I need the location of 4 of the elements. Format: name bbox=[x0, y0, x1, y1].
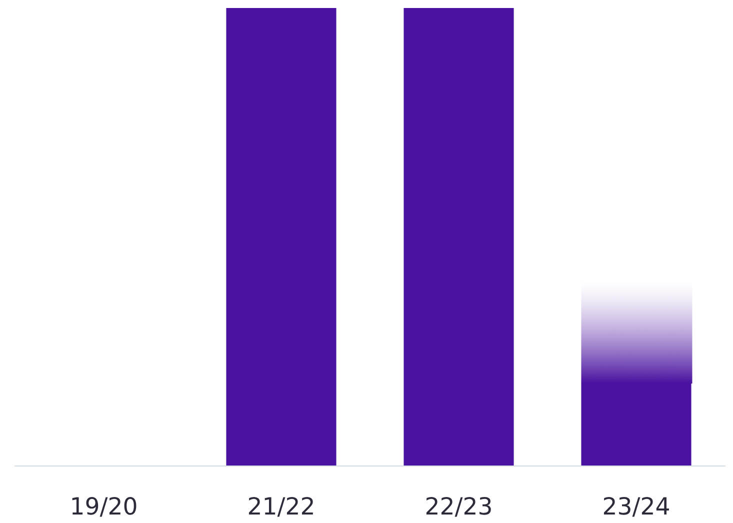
x-tick-label: 22/23 bbox=[426, 496, 491, 517]
x-tick-label: 21/22 bbox=[248, 496, 313, 517]
x-tick-label: 19/20 bbox=[72, 496, 136, 517]
x-tick-label: 23/24 bbox=[604, 496, 669, 517]
